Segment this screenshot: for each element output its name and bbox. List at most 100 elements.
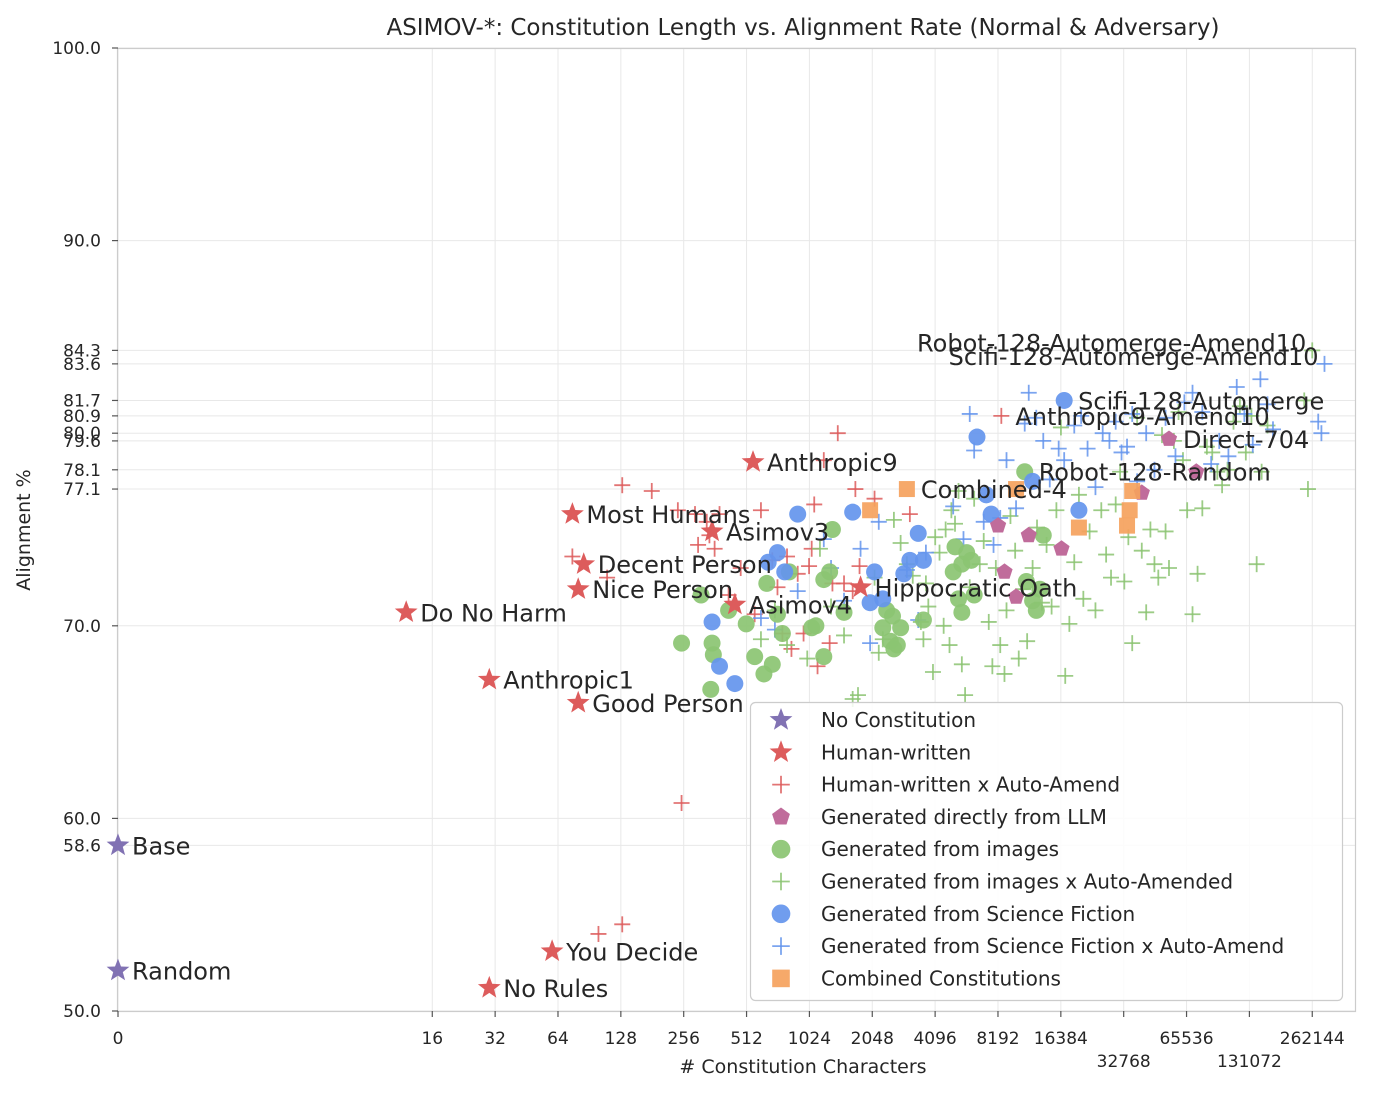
data-point <box>1098 546 1115 563</box>
y-tick-label: 78.1 <box>63 461 101 481</box>
data-point <box>394 600 418 622</box>
data-point <box>1170 404 1187 421</box>
data-point <box>909 524 927 542</box>
data-point <box>1020 384 1037 401</box>
data-point <box>1048 502 1065 519</box>
annotation-label: Scifi-128-Automerge-Amend10 <box>949 343 1319 371</box>
data-point <box>1016 415 1033 432</box>
y-tick-label: 70.0 <box>63 617 101 637</box>
y-axis-label: Alignment % <box>13 469 35 590</box>
data-point <box>614 916 631 933</box>
x-tick-label: 2048 <box>851 1029 894 1049</box>
data-point <box>844 503 862 521</box>
legend-label: No Constitution <box>821 708 976 732</box>
data-point <box>726 675 744 693</box>
y-tick-label: 80.9 <box>63 407 101 427</box>
data-point <box>720 586 737 603</box>
data-point <box>702 680 720 698</box>
data-point <box>892 534 909 551</box>
data-point <box>990 517 1007 533</box>
data-point <box>895 565 913 583</box>
data-point <box>1034 526 1052 544</box>
annotation-label: Robot-128-Random <box>1039 459 1271 487</box>
data-point <box>901 551 919 569</box>
data-point <box>953 656 970 673</box>
data-point <box>977 486 995 504</box>
data-point <box>914 551 932 569</box>
data-point <box>1124 405 1141 422</box>
data-point <box>1017 573 1035 591</box>
data-point <box>1028 409 1045 426</box>
data-point <box>962 551 980 569</box>
data-point <box>789 583 806 600</box>
legend-marker <box>772 807 790 825</box>
y-tick-label: 79.6 <box>63 432 101 452</box>
data-point <box>823 598 840 615</box>
data-point <box>687 506 704 523</box>
y-tick-label: 84.3 <box>63 341 101 361</box>
data-point <box>874 590 892 608</box>
data-point <box>862 635 879 652</box>
data-point <box>106 833 130 856</box>
data-point <box>673 634 691 652</box>
data-point <box>961 405 978 422</box>
data-point <box>937 521 954 538</box>
data-point <box>1066 417 1083 434</box>
data-point <box>1304 342 1321 359</box>
data-point <box>690 536 707 553</box>
data-point <box>943 502 960 519</box>
data-point <box>953 603 971 621</box>
data-point <box>924 664 941 681</box>
annotation-label: Decent Person <box>598 551 772 579</box>
data-point <box>821 563 839 581</box>
data-point <box>783 640 800 657</box>
data-point <box>1070 501 1088 519</box>
data-point <box>801 558 818 575</box>
annotation-label: Base <box>132 832 190 860</box>
data-point <box>703 613 721 631</box>
data-point <box>1035 432 1052 449</box>
data-point <box>870 513 887 530</box>
x-tick-label: 128 <box>605 1029 637 1049</box>
legend-marker <box>772 937 790 955</box>
x-tick-label: 512 <box>730 1029 762 1049</box>
annotation-label: Combined-4 <box>921 476 1067 504</box>
data-point <box>752 502 769 519</box>
data-point <box>849 575 872 597</box>
y-tick-label: 81.7 <box>63 391 101 411</box>
annotation-label: Anthropic9 <box>767 449 898 477</box>
data-point <box>1248 556 1265 573</box>
data-point <box>852 540 869 557</box>
data-point <box>901 506 918 523</box>
data-point <box>996 665 1013 682</box>
data-points <box>106 342 1333 998</box>
y-tick-label: 100.0 <box>52 39 101 59</box>
data-point <box>966 442 983 459</box>
data-point <box>1214 477 1231 494</box>
data-point <box>1087 479 1104 496</box>
legend-marker <box>769 740 793 762</box>
annotation-label: Anthropic9-Amend10 <box>1015 403 1269 431</box>
legend-label: Generated from images <box>821 837 1059 861</box>
data-point <box>566 577 590 599</box>
annotation-label: Direct-704 <box>1183 426 1309 454</box>
data-point <box>1094 425 1111 442</box>
data-point <box>870 644 887 661</box>
data-point <box>789 505 807 523</box>
annotation-label: Most Humans <box>586 501 750 529</box>
data-point <box>821 635 838 652</box>
y-tick-label: 90.0 <box>63 232 101 252</box>
x-tick-label: 64 <box>547 1029 569 1049</box>
annotation-label: Scifi-128-Automerge <box>1078 387 1324 415</box>
data-point <box>723 592 747 615</box>
data-point <box>980 613 997 630</box>
data-point <box>949 590 967 608</box>
data-point <box>862 502 879 519</box>
legend-box <box>749 701 1344 1002</box>
x-tick-label: 16 <box>421 1029 443 1049</box>
annotation-label: Nice Person <box>592 576 733 604</box>
data-point <box>1133 542 1150 559</box>
x-tick-label: 16384 <box>1034 1029 1088 1049</box>
data-point <box>1179 502 1196 519</box>
